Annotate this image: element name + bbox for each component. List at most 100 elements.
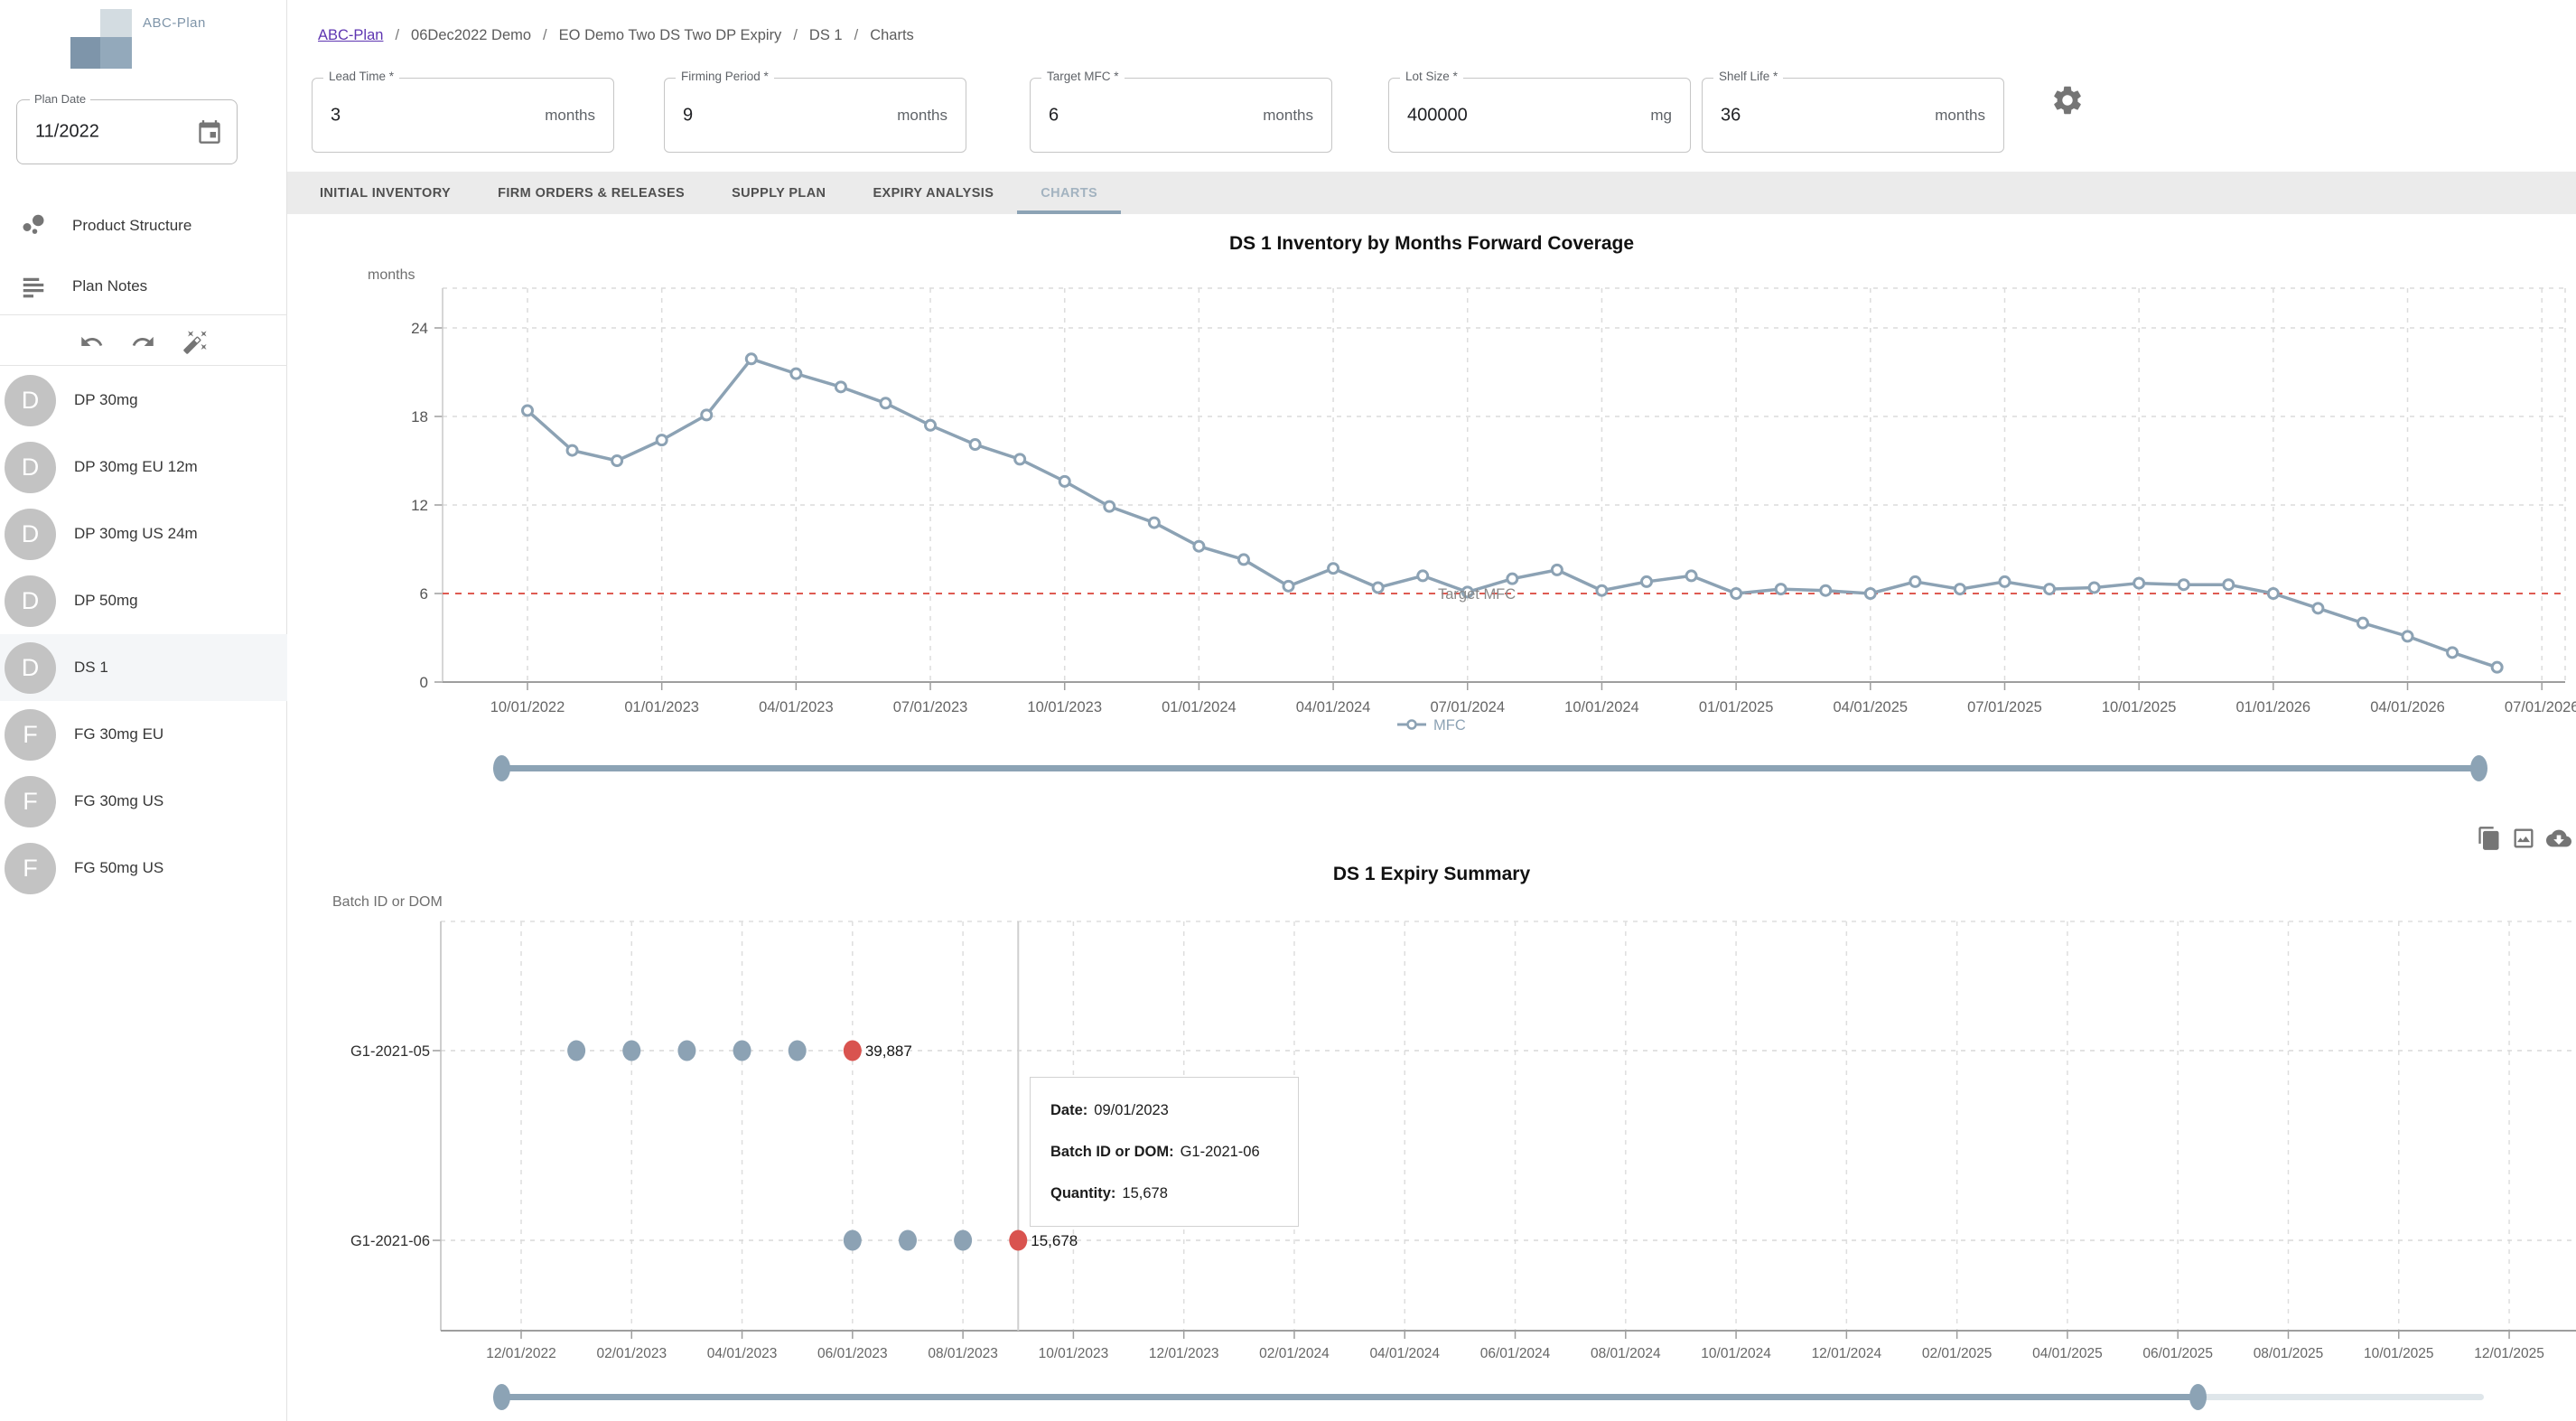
svg-text:01/01/2026: 01/01/2026 [2236, 699, 2311, 715]
cloud-download-icon[interactable] [2545, 826, 2572, 851]
breadcrumb-segment-charts: Charts [870, 26, 914, 43]
sidebar-item-fg-50mg-us[interactable]: F FG 50mg US [0, 835, 287, 902]
svg-text:G1-2021-06: G1-2021-06 [350, 1233, 430, 1249]
tooltip-quantity-value: 15,678 [1122, 1185, 1168, 1201]
svg-text:04/01/2025: 04/01/2025 [1834, 699, 1909, 715]
avatar: D [5, 641, 56, 694]
svg-text:04/01/2025: 04/01/2025 [2032, 1346, 2103, 1361]
product-list: D DP 30mg D DP 30mg EU 12m D DP 30mg US 24m D D… [0, 367, 287, 902]
field-value[interactable]: 9 [683, 105, 694, 125]
expiry-chart-range-slider[interactable] [493, 1383, 2484, 1411]
breadcrumb-separator: / [854, 26, 859, 43]
item-label: DS 1 [74, 659, 108, 676]
plan-date-value[interactable]: 11/2022 [35, 121, 99, 142]
svg-text:04/01/2026: 04/01/2026 [2370, 699, 2445, 715]
field-suffix: months [1263, 106, 1313, 124]
svg-text:6: 6 [420, 585, 428, 603]
tab-supply-plan[interactable]: SUPPLY PLAN [732, 185, 826, 201]
tooltip-date-value: 09/01/2023 [1094, 1102, 1169, 1118]
svg-text:08/01/2025: 08/01/2025 [2254, 1346, 2324, 1361]
copy-icon[interactable] [2477, 826, 2502, 851]
svg-text:10/01/2022: 10/01/2022 [490, 699, 565, 715]
avatar: F [5, 775, 56, 827]
chart-toolbar [2477, 826, 2572, 851]
svg-text:10/01/2024: 10/01/2024 [1564, 699, 1639, 715]
svg-text:02/01/2025: 02/01/2025 [1922, 1346, 1993, 1361]
svg-text:12/01/2025: 12/01/2025 [2474, 1346, 2544, 1361]
expiry-chart-svg[interactable]: 12/01/2022 02/01/2023 04/01/2023 06/01/2023… [287, 899, 2576, 1382]
field-value[interactable]: 3 [331, 105, 341, 125]
item-label: DP 30mg [74, 391, 138, 408]
sidebar-item-ds-1[interactable]: D DS 1 [0, 634, 287, 701]
breadcrumb-link-abc-plan[interactable]: ABC-Plan [318, 26, 384, 43]
breadcrumb: ABC-Plan / 06Dec2022 Demo / EO Demo Two DS T… [318, 21, 914, 50]
inventory-chart-y-axis-label: months [368, 267, 415, 283]
breadcrumb-segment-eo-demo-two-ds-two-dp-expiry[interactable]: EO Demo Two DS Two DP Expiry [558, 26, 782, 43]
item-label: FG 30mg US [74, 792, 164, 809]
sidebar-item-fg-30mg-eu[interactable]: F FG 30mg EU [0, 701, 287, 768]
item-label: DP 30mg US 24m [74, 525, 198, 542]
svg-text:08/01/2024: 08/01/2024 [1591, 1346, 1661, 1361]
svg-text:10/01/2025: 10/01/2025 [2364, 1346, 2434, 1361]
magic-wand-icon[interactable] [182, 329, 209, 355]
slider-left-handle[interactable] [493, 1384, 510, 1410]
sidebar-item-dp-50mg[interactable]: D DP 50mg [0, 567, 287, 634]
svg-text:06/01/2023: 06/01/2023 [817, 1346, 888, 1361]
sidebar-item-dp-30mg-us-24m[interactable]: D DP 30mg US 24m [0, 500, 287, 567]
inventory-chart-title: DS 1 Inventory by Months Forward Coverag… [1228, 233, 1635, 254]
sidebar-item-dp-30mg[interactable]: D DP 30mg [0, 367, 287, 434]
svg-text:01/01/2024: 01/01/2024 [1162, 699, 1237, 715]
field-value[interactable]: 6 [1049, 105, 1059, 125]
tab-initial-inventory[interactable]: INITIAL INVENTORY [320, 185, 452, 201]
svg-text:07/01/2024: 07/01/2024 [1430, 699, 1505, 715]
svg-text:01/01/2023: 01/01/2023 [624, 699, 699, 715]
plan-date-field[interactable]: Plan Date 11/2022 [16, 92, 238, 164]
sidebar-item-product-structure[interactable]: Product Structure [0, 196, 287, 256]
avatar: F [5, 842, 56, 894]
gear-icon[interactable] [2050, 83, 2085, 117]
tab-firm-orders-releases[interactable]: FIRM ORDERS & RELEASES [498, 185, 686, 201]
field-value[interactable]: 400000 [1407, 105, 1468, 125]
svg-text:04/01/2023: 04/01/2023 [759, 699, 834, 715]
notes-icon [20, 273, 47, 300]
image-icon[interactable] [2511, 826, 2536, 851]
svg-text:10/01/2023: 10/01/2023 [1039, 1346, 1109, 1361]
legend-mfc: MFC [1397, 717, 1466, 734]
field-value[interactable]: 36 [1721, 105, 1741, 125]
breadcrumb-separator: / [395, 26, 400, 43]
field-lot-size[interactable]: Lot Size * 400000 mg [1388, 70, 1691, 153]
calendar-icon[interactable] [197, 119, 222, 145]
sidebar-divider [0, 314, 287, 315]
field-label: Lot Size * [1400, 70, 1463, 83]
history-toolbar [0, 318, 287, 365]
redo-icon[interactable] [131, 330, 155, 354]
inventory-chart-svg[interactable]: 10/01/2022 01/01/2023 04/01/2023 07/01/2023… [287, 226, 2576, 750]
field-shelf-life[interactable]: Shelf Life * 36 months [1702, 70, 2004, 153]
inventory-chart-range-slider[interactable] [493, 754, 2487, 782]
field-target-mfc[interactable]: Target MFC * 6 months [1030, 70, 1332, 153]
tooltip-date-label: Date: [1050, 1102, 1088, 1118]
tab-expiry-analysis[interactable]: EXPIRY ANALYSIS [873, 185, 994, 201]
undo-icon[interactable] [79, 330, 104, 354]
breadcrumb-separator: / [543, 26, 547, 43]
expiry-chart-title: DS 1 Expiry Summary [1332, 864, 1531, 884]
svg-text:18: 18 [411, 408, 428, 425]
app-logo: ABC-Plan [0, 0, 287, 81]
avatar: D [5, 441, 56, 493]
tab-charts[interactable]: CHARTS [1017, 172, 1121, 214]
breadcrumb-segment-ds-1[interactable]: DS 1 [808, 26, 843, 43]
sidebar-item-dp-30mg-eu-12m[interactable]: D DP 30mg EU 12m [0, 434, 287, 500]
svg-text:04/01/2024: 04/01/2024 [1296, 699, 1371, 715]
svg-text:10/01/2024: 10/01/2024 [1701, 1346, 1771, 1361]
field-firming-period[interactable]: Firming Period * 9 months [664, 70, 966, 153]
item-label: FG 50mg US [74, 859, 164, 876]
sidebar-item-plan-notes[interactable]: Plan Notes [0, 257, 287, 316]
field-lead-time[interactable]: Lead Time * 3 months [312, 70, 614, 153]
sidebar-item-fg-30mg-us[interactable]: F FG 30mg US [0, 768, 287, 835]
slider-left-handle[interactable] [493, 755, 510, 781]
item-label: FG 30mg EU [74, 725, 164, 743]
breadcrumb-separator: / [793, 26, 798, 43]
breadcrumb-segment-06dec2022-demo[interactable]: 06Dec2022 Demo [411, 26, 532, 43]
slider-right-handle[interactable] [2470, 755, 2487, 781]
slider-right-handle[interactable] [2189, 1384, 2207, 1410]
